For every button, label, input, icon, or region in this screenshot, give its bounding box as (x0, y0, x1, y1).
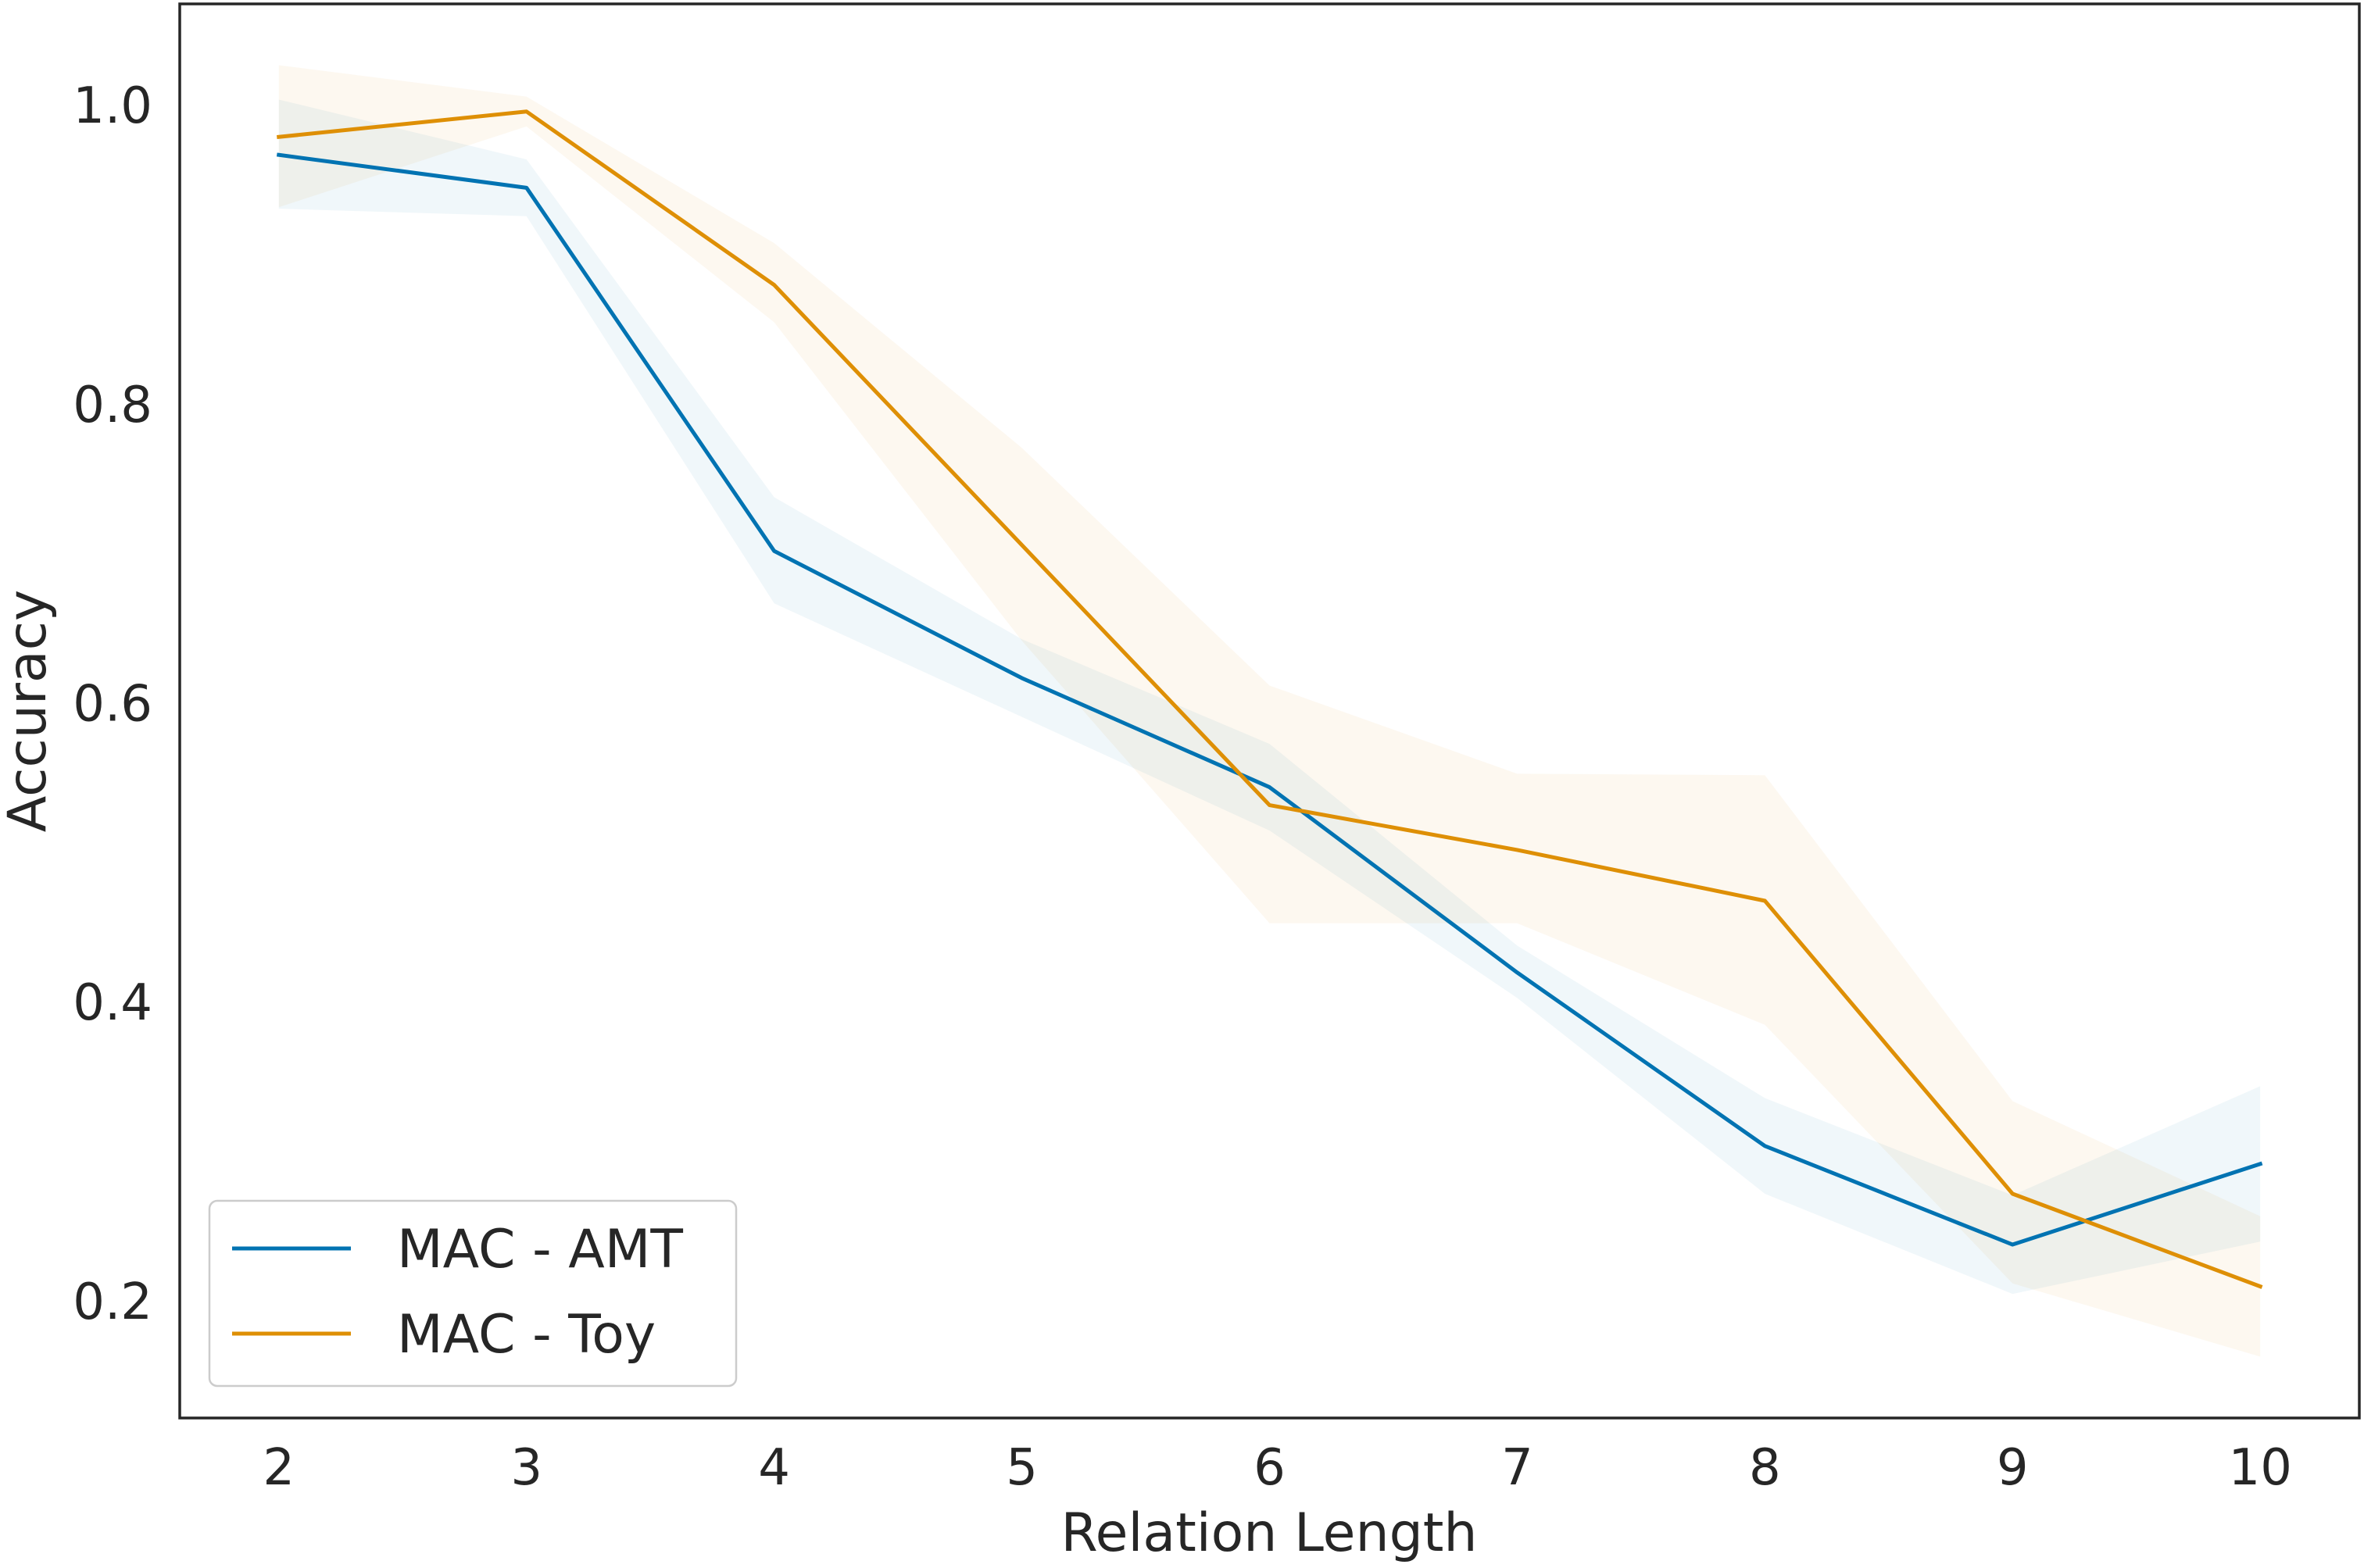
y-tick-label: 1.0 (73, 77, 152, 135)
data-point-mac-toy-2 (277, 135, 281, 139)
y-tick-label: 0.8 (73, 377, 152, 434)
x-tick-label: 4 (758, 1439, 790, 1497)
data-point-mac-toy-5 (1020, 543, 1024, 547)
series-lines (276, 109, 2263, 1289)
x-axis-ticks: 2 3 4 5 6 7 8 9 10 (263, 1439, 2292, 1497)
data-point-mac-amt-7 (1515, 970, 1519, 974)
legend-label-amt: MAC - AMT (397, 1219, 683, 1280)
y-axis-ticks: 0.2 0.4 0.6 0.8 1.0 (73, 77, 152, 1331)
data-point-mac-amt-3 (524, 186, 528, 190)
data-point-mac-amt-9 (2011, 1243, 2015, 1247)
y-tick-label: 0.6 (73, 675, 152, 733)
data-point-mac-toy-8 (1763, 898, 1767, 902)
x-tick-label: 3 (510, 1439, 542, 1497)
y-tick-label: 0.2 (73, 1273, 152, 1331)
y-axis-label: Accuracy (0, 590, 59, 832)
legend: MAC - AMT MAC - Toy (208, 1199, 738, 1388)
x-axis-label: Relation Length (1060, 1502, 1477, 1564)
x-tick-label: 7 (1501, 1439, 1533, 1497)
confidence-bands (278, 65, 2261, 1357)
data-point-mac-amt-4 (772, 549, 776, 553)
band-mac-toy (278, 65, 2261, 1357)
data-point-mac-amt-8 (1763, 1144, 1767, 1148)
series-line-mac-amt (276, 152, 2263, 1247)
data-point-mac-amt-5 (1020, 676, 1024, 680)
band-mac-amt (278, 99, 2261, 1295)
data-point-mac-toy-10 (2258, 1284, 2262, 1288)
data-point-mac-amt-2 (277, 153, 281, 157)
series-line-mac-toy (277, 109, 2263, 1289)
legend-label-toy: MAC - Toy (397, 1304, 656, 1366)
plot-frame (178, 2, 2361, 1420)
x-tick-label: 2 (263, 1439, 295, 1497)
data-point-mac-toy-7 (1515, 848, 1519, 852)
y-tick-label: 0.4 (73, 974, 152, 1032)
data-point-mac-amt-10 (2258, 1162, 2262, 1166)
data-point-mac-toy-4 (772, 283, 776, 287)
x-tick-label: 8 (1749, 1439, 1781, 1497)
data-point-mac-toy-9 (2011, 1192, 2015, 1196)
x-tick-label: 10 (2229, 1439, 2292, 1497)
x-tick-label: 5 (1006, 1439, 1038, 1497)
data-point-mac-toy-3 (524, 109, 528, 113)
data-point-mac-toy-6 (1268, 803, 1271, 807)
data-point-mac-amt-6 (1268, 785, 1271, 789)
x-tick-label: 6 (1254, 1439, 1286, 1497)
x-tick-label: 9 (1997, 1439, 2029, 1497)
